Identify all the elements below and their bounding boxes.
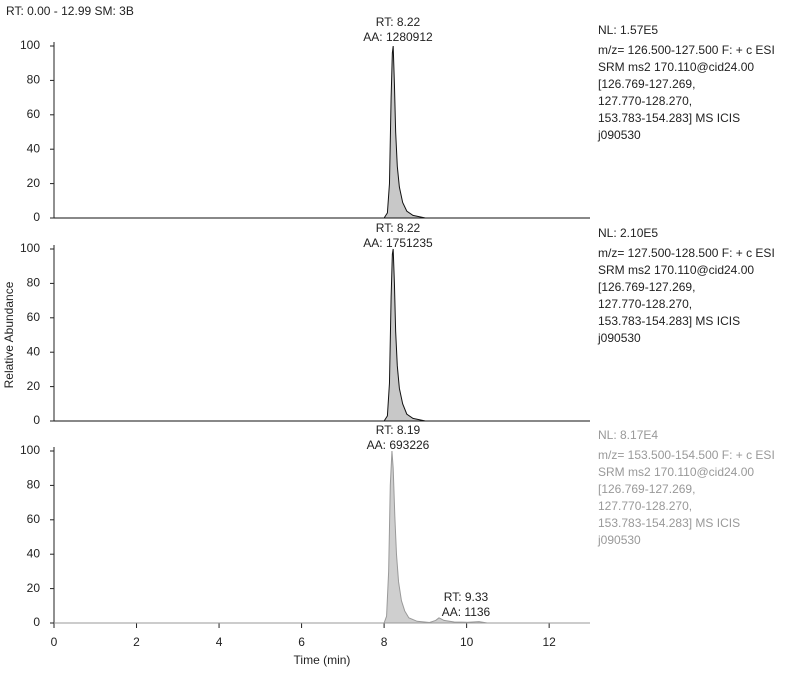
peak-label: AA: 1136 [442, 605, 491, 619]
y-tick-label: 40 [27, 344, 41, 358]
scan-info: j090530 [597, 533, 641, 547]
trace-area [54, 45, 590, 219]
peak-label: RT: 8.19 [376, 423, 421, 437]
scan-info: m/z= 153.500-154.500 F: + c ESI [598, 448, 775, 462]
y-tick-label: 100 [20, 241, 40, 255]
y-tick-label: 0 [33, 615, 40, 629]
scan-info: NL: 1.57E5 [598, 23, 658, 37]
scan-info: [126.769-127.269, [598, 77, 695, 91]
scan-info: SRM ms2 170.110@cid24.00 [598, 60, 754, 74]
x-tick-label: 0 [51, 635, 58, 649]
scan-info: NL: 8.17E4 [598, 428, 658, 442]
y-tick-label: 60 [27, 512, 41, 526]
y-tick-label: 0 [33, 210, 40, 224]
y-tick-label: 80 [27, 478, 41, 492]
scan-info: 153.783-154.283] MS ICIS [598, 111, 740, 125]
peak-label: AA: 693226 [367, 438, 430, 452]
y-tick-label: 100 [20, 443, 40, 457]
y-tick-label: 60 [27, 107, 41, 121]
y-tick-label: 20 [27, 176, 41, 190]
scan-info: [126.769-127.269, [598, 280, 695, 294]
scan-info: j090530 [597, 128, 641, 142]
scan-info: m/z= 126.500-127.500 F: + c ESI [598, 43, 775, 57]
scan-info: SRM ms2 170.110@cid24.00 [598, 263, 754, 277]
y-tick-label: 40 [27, 141, 41, 155]
x-tick-label: 6 [298, 635, 305, 649]
y-axis-label: Relative Abundance [2, 281, 16, 388]
scan-info: 153.783-154.283] MS ICIS [598, 516, 740, 530]
scan-info: m/z= 127.500-128.500 F: + c ESI [598, 246, 775, 260]
scan-info: 153.783-154.283] MS ICIS [598, 314, 740, 328]
trace-area [54, 248, 590, 422]
scan-info: 127.770-128.270, [598, 94, 692, 108]
peak-label: AA: 1751235 [363, 236, 433, 250]
x-tick-label: 12 [542, 635, 556, 649]
peak-label: RT: 9.33 [444, 590, 489, 604]
scan-info: [126.769-127.269, [598, 482, 695, 496]
scan-info: NL: 2.10E5 [598, 226, 658, 240]
scan-info: 127.770-128.270, [598, 297, 692, 311]
y-tick-label: 20 [27, 581, 41, 595]
peak-label: RT: 8.22 [376, 15, 421, 29]
y-tick-label: 40 [27, 546, 41, 560]
y-tick-label: 0 [33, 413, 40, 427]
y-tick-label: 20 [27, 379, 41, 393]
x-axis-label: Time (min) [294, 653, 351, 667]
scan-info: j090530 [597, 331, 641, 345]
scan-info: 127.770-128.270, [598, 499, 692, 513]
peak-label: AA: 1280912 [363, 30, 433, 44]
y-tick-label: 100 [20, 38, 40, 52]
x-tick-label: 2 [133, 635, 140, 649]
y-tick-label: 80 [27, 73, 41, 87]
x-tick-label: 10 [460, 635, 474, 649]
peak-label: RT: 8.22 [376, 221, 421, 235]
y-tick-label: 80 [27, 276, 41, 290]
x-tick-label: 4 [216, 635, 223, 649]
x-tick-label: 8 [381, 635, 388, 649]
y-tick-label: 60 [27, 310, 41, 324]
scan-info: SRM ms2 170.110@cid24.00 [598, 465, 754, 479]
range-header: RT: 0.00 - 12.99 SM: 3B [6, 4, 134, 18]
trace-area [54, 450, 590, 624]
